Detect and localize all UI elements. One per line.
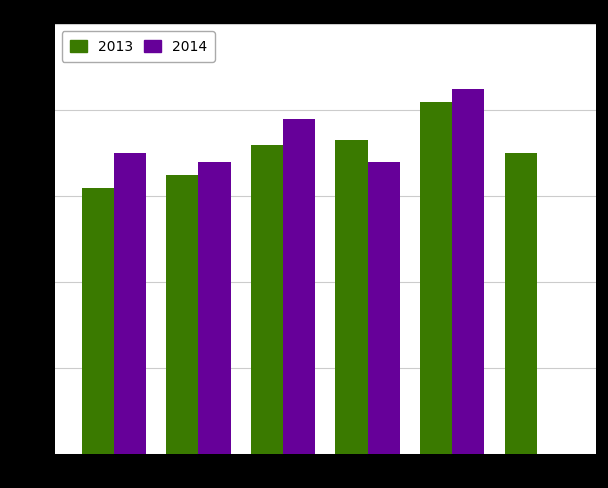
Bar	[251, 144, 283, 454]
Bar	[420, 102, 452, 454]
Legend: 2013, 2014: 2013, 2014	[61, 31, 215, 62]
Bar	[81, 187, 114, 454]
Bar	[283, 119, 315, 454]
Bar	[452, 89, 484, 454]
Bar	[167, 175, 198, 454]
Bar	[114, 153, 146, 454]
Bar	[336, 141, 368, 454]
Bar	[505, 153, 537, 454]
Bar	[198, 162, 230, 454]
Bar	[368, 162, 399, 454]
